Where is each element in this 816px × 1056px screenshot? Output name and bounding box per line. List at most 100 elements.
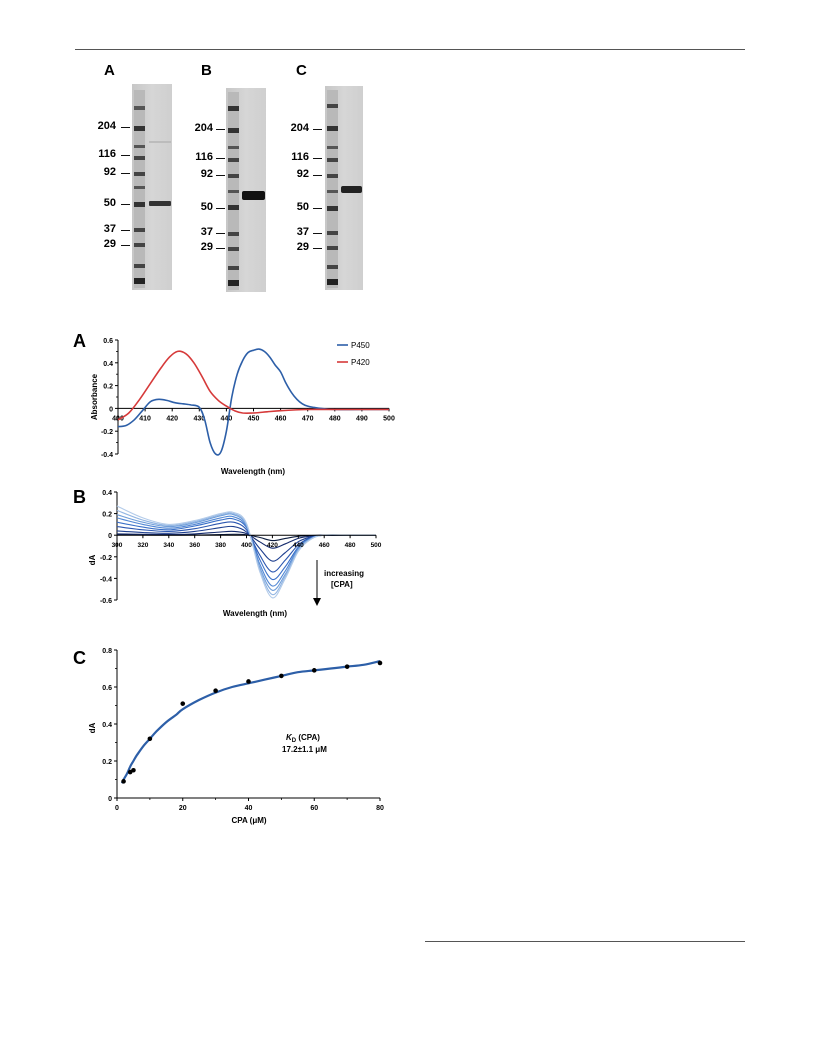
- y-tick-label: 0.4: [103, 361, 113, 368]
- gel-b-marker-116: 116: [195, 151, 213, 163]
- gel-c-marker-29: 29: [296, 241, 309, 253]
- series-line-P420: [117, 350, 389, 421]
- gel-c: [325, 86, 363, 290]
- figure-label-c: C: [73, 648, 86, 668]
- x-tick-label: 450: [248, 415, 260, 422]
- data-point: [377, 660, 383, 666]
- data-point: [131, 767, 136, 773]
- y-tick-label: -0.4: [100, 576, 112, 583]
- data-point: [180, 701, 186, 706]
- y-tick-label: 0.4: [102, 490, 112, 497]
- gel-label-c: C: [296, 62, 307, 79]
- gel-c-marker-116: 116: [291, 151, 309, 163]
- series-line-P450: [117, 348, 389, 456]
- series-line-9: [116, 505, 376, 599]
- gel-b-marker-50: 50: [200, 201, 213, 213]
- gel-a-marker-50: 50: [103, 197, 116, 209]
- y-tick-label: -0.4: [101, 452, 113, 459]
- gel-images: [132, 84, 363, 292]
- legend-label: P450: [351, 341, 370, 350]
- gel-b-marker-37: 37: [200, 226, 213, 238]
- y-tick-label: 0.6: [102, 685, 112, 692]
- x-tick-label: 440: [221, 415, 233, 422]
- data-point: [147, 736, 153, 742]
- x-tick-label: 500: [383, 415, 395, 422]
- x-tick-label: 320: [137, 542, 148, 549]
- x-tick-label: 460: [275, 415, 287, 422]
- y-tick-label: 0.6: [103, 338, 113, 345]
- y-tick-label: 0: [108, 533, 112, 540]
- figure-label-b: B: [73, 487, 86, 507]
- x-tick-label: 420: [267, 542, 278, 549]
- x-tick-label: 500: [371, 542, 382, 549]
- x-tick-label: 440: [293, 542, 304, 549]
- data-point: [213, 688, 218, 693]
- x-tick-label: 20: [179, 805, 187, 812]
- kd-label: KD (CPA): [286, 733, 320, 744]
- y-axis-label: dA: [88, 554, 97, 565]
- x-tick-label: 480: [329, 415, 341, 422]
- x-tick-label: 490: [356, 415, 368, 422]
- x-tick-label: 430: [193, 415, 205, 422]
- gel-a: [132, 84, 172, 290]
- y-tick-label: 0.8: [102, 648, 112, 655]
- x-tick-label: 470: [302, 415, 314, 422]
- data-point: [344, 664, 350, 669]
- fit-curve: [120, 660, 381, 784]
- footnote-rule: [425, 941, 745, 942]
- gel-c-marker-37: 37: [296, 226, 309, 238]
- x-tick-label: 360: [189, 542, 200, 549]
- x-tick-label: 80: [376, 805, 384, 812]
- gel-c-marker-204: 204: [290, 122, 309, 134]
- x-tick-label: 60: [310, 805, 318, 812]
- x-axis-label: Wavelength (nm): [221, 467, 285, 476]
- annotation-line-1: increasing: [324, 569, 364, 578]
- y-tick-label: 0.2: [102, 512, 112, 519]
- gel-label-a: A: [104, 62, 115, 79]
- annotation-line-2: [CPA]: [331, 580, 353, 589]
- y-tick-label: 0.4: [102, 722, 112, 729]
- y-tick-label: 0: [108, 796, 112, 803]
- gel-b-marker-92: 92: [200, 168, 213, 180]
- x-tick-label: 420: [166, 415, 178, 422]
- y-axis-label: Absorbance: [90, 373, 99, 420]
- x-tick-label: 480: [345, 542, 356, 549]
- data-point: [311, 668, 317, 673]
- gel-a-marker-29: 29: [103, 238, 116, 250]
- gel-a-marker-204: 204: [97, 120, 116, 132]
- y-axis-label: dA: [88, 722, 97, 733]
- figure-label-a: A: [73, 331, 86, 351]
- x-tick-label: 0: [115, 805, 119, 812]
- gel-a-marker-92: 92: [103, 166, 116, 178]
- x-tick-label: 460: [319, 542, 330, 549]
- x-axis-label: CPA (μM): [231, 816, 266, 825]
- gel-label-b: B: [201, 62, 212, 79]
- y-tick-label: -0.2: [100, 555, 112, 562]
- y-tick-label: 0.2: [103, 384, 113, 391]
- x-tick-label: 380: [215, 542, 226, 549]
- x-tick-label: 400: [241, 542, 252, 549]
- gel-a-marker-37: 37: [103, 223, 116, 235]
- gel-c-marker-50: 50: [296, 201, 309, 213]
- y-tick-label: 0: [109, 406, 113, 413]
- y-tick-label: -0.2: [101, 429, 113, 436]
- kd-value: 17.2±1.1 μM: [282, 745, 327, 754]
- gel-b-marker-29: 29: [200, 241, 213, 253]
- data-point: [279, 673, 284, 679]
- x-tick-label: 340: [163, 542, 174, 549]
- legend-label: P420: [351, 358, 370, 367]
- x-axis-label: Wavelength (nm): [223, 609, 287, 618]
- y-tick-label: -0.6: [100, 598, 112, 605]
- x-tick-label: 300: [112, 542, 123, 549]
- x-tick-label: 410: [139, 415, 151, 422]
- y-tick-label: 0.2: [102, 759, 112, 766]
- gel-a-marker-116: 116: [98, 148, 116, 160]
- x-tick-label: 40: [245, 805, 253, 812]
- top-rule: [75, 49, 745, 50]
- data-point: [121, 779, 126, 784]
- gel-b: [226, 88, 266, 292]
- data-point: [246, 679, 251, 684]
- gel-b-marker-204: 204: [194, 122, 213, 134]
